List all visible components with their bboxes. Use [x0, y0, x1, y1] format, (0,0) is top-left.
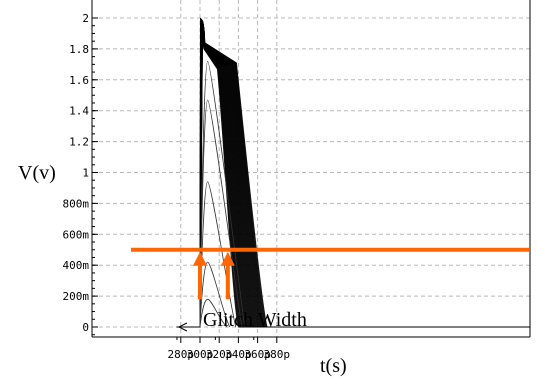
- partial-waveform-line: [199, 298, 228, 328]
- orange-up-arrowhead: [193, 251, 207, 266]
- y-tick-label: 200m: [63, 290, 90, 303]
- x-tick-label: 320p: [206, 348, 233, 361]
- plot-axes: [91, 0, 531, 343]
- y-tick-labels: 0 200m 400m 600m 800m 1 1.2 1.4 1.6 1.8 2: [63, 12, 90, 334]
- x-axis-title: t(s): [320, 355, 347, 377]
- annotation-layer: [131, 247, 530, 332]
- y-axis-title: V(v): [18, 162, 56, 184]
- y-tick-label: 400m: [63, 259, 90, 272]
- grid-lines: [92, 0, 530, 337]
- x-tick-label: 360p: [244, 348, 271, 361]
- orange-up-arrowhead: [220, 251, 235, 266]
- y-tick-label: 600m: [63, 228, 90, 241]
- waveform-line: [176, 20, 281, 328]
- x-tick-label: 340p: [225, 348, 252, 361]
- partial-waveform-line: [199, 60, 246, 328]
- x-tick-label: 300p: [187, 348, 214, 361]
- y-tick-label: 1.4: [69, 105, 89, 118]
- waveform-series: [176, 17, 281, 328]
- partial-waveform-line: [199, 99, 243, 328]
- y-tick-label: 1.2: [69, 136, 89, 149]
- x-tick-label: 280p: [168, 348, 195, 361]
- y-tick-label: 1.6: [69, 74, 89, 87]
- y-tick-label: 2: [82, 12, 89, 25]
- glitch-width-arrowhead: [177, 322, 188, 332]
- glitch-width-label: Glitch Width: [203, 309, 307, 331]
- y-tick-label: 800m: [63, 197, 90, 210]
- y-tick-label: 1: [82, 167, 89, 180]
- y-tick-label: 1.8: [69, 43, 89, 56]
- x-tick-label: 380p: [264, 348, 291, 361]
- y-tick-label: 0: [82, 321, 89, 334]
